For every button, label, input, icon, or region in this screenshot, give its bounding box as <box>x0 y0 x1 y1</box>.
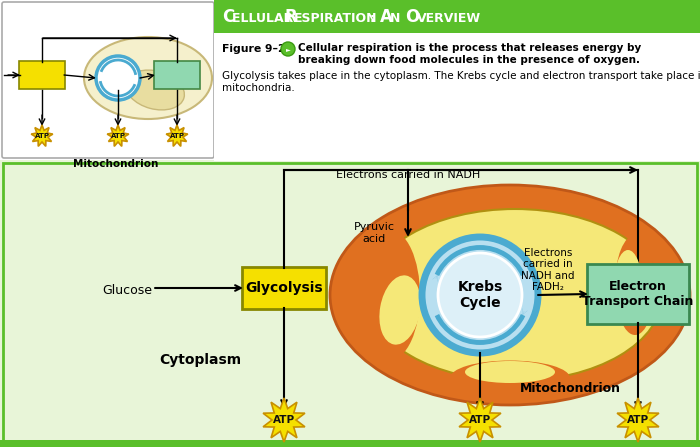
Circle shape <box>422 237 538 353</box>
Text: ATP: ATP <box>469 415 491 425</box>
Circle shape <box>438 253 522 337</box>
Bar <box>214 33 700 161</box>
FancyBboxPatch shape <box>242 267 326 309</box>
Text: VERVIEW: VERVIEW <box>417 12 481 25</box>
Text: Krebs
Cycle: Krebs Cycle <box>457 280 503 310</box>
Bar <box>214 0 700 33</box>
Ellipse shape <box>465 361 555 383</box>
Text: Glycolysis takes place in the cytoplasm. The Krebs cycle and electron transport : Glycolysis takes place in the cytoplasm.… <box>222 71 700 93</box>
Polygon shape <box>166 125 188 146</box>
FancyBboxPatch shape <box>587 264 689 324</box>
Text: Pyruvic
acid: Pyruvic acid <box>354 222 395 244</box>
Ellipse shape <box>84 37 212 119</box>
Text: Cytoplasm: Cytoplasm <box>159 353 241 367</box>
Text: A: A <box>380 8 393 26</box>
Text: Mitochondrion: Mitochondrion <box>519 381 620 395</box>
Text: ATP: ATP <box>34 133 50 139</box>
Text: Glucose: Glucose <box>102 283 152 296</box>
Polygon shape <box>107 125 129 146</box>
Text: N: N <box>390 12 405 25</box>
FancyBboxPatch shape <box>154 61 200 89</box>
Bar <box>3 163 697 442</box>
Text: ELLULAR: ELLULAR <box>232 12 297 25</box>
Circle shape <box>96 56 140 100</box>
Text: Electrons carried in NADH: Electrons carried in NADH <box>336 170 480 180</box>
Ellipse shape <box>360 230 420 360</box>
Ellipse shape <box>614 250 642 320</box>
Polygon shape <box>617 398 659 442</box>
Polygon shape <box>459 398 501 442</box>
Ellipse shape <box>330 185 690 405</box>
Text: Figure 9–2: Figure 9–2 <box>222 44 286 54</box>
Text: Electrons
carried in
NADH and
FADH₂: Electrons carried in NADH and FADH₂ <box>522 248 575 292</box>
FancyBboxPatch shape <box>2 2 214 158</box>
Text: ATP: ATP <box>169 133 185 139</box>
Text: :: : <box>370 12 379 25</box>
FancyBboxPatch shape <box>19 61 65 89</box>
Text: ATP: ATP <box>273 415 295 425</box>
Circle shape <box>281 42 295 56</box>
Text: ATP: ATP <box>627 415 649 425</box>
Text: C: C <box>222 8 235 26</box>
Bar <box>0 160 700 447</box>
Polygon shape <box>32 125 52 146</box>
Ellipse shape <box>615 235 655 335</box>
Text: Mitochondrion: Mitochondrion <box>74 159 159 169</box>
Text: R: R <box>284 8 297 26</box>
Text: Glycolysis: Glycolysis <box>245 281 323 295</box>
Ellipse shape <box>379 275 421 345</box>
Text: ESPIRATION: ESPIRATION <box>294 12 377 25</box>
Polygon shape <box>263 398 305 442</box>
Text: ►: ► <box>286 47 290 52</box>
Text: O: O <box>405 8 419 26</box>
Text: Electron
Transport Chain: Electron Transport Chain <box>582 280 694 308</box>
Ellipse shape <box>368 209 662 381</box>
Ellipse shape <box>125 70 184 110</box>
Ellipse shape <box>450 360 570 396</box>
Bar <box>0 440 700 447</box>
Text: ATP: ATP <box>111 133 125 139</box>
Text: Cellular respiration is the process that releases energy by
breaking down food m: Cellular respiration is the process that… <box>298 43 641 65</box>
